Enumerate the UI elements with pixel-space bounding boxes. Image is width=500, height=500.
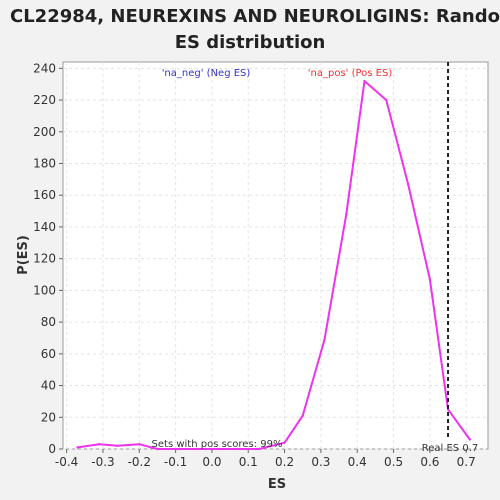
x-tick-label: 0.6 — [420, 455, 439, 469]
data-point — [98, 443, 101, 446]
data-point — [385, 98, 388, 102]
y-tick-label: 40 — [41, 379, 56, 393]
y-tick-label: 200 — [33, 125, 56, 139]
data-point — [156, 447, 159, 451]
x-tick-label: 0.2 — [275, 455, 294, 469]
y-tick-label: 140 — [33, 220, 56, 234]
data-point — [196, 447, 199, 451]
chart-title-line-2: ES distribution — [174, 32, 326, 53]
y-tick-label: 120 — [33, 252, 56, 266]
data-point — [236, 447, 239, 451]
y-tick-label: 60 — [41, 347, 56, 361]
x-tick-label: -0.2 — [128, 455, 151, 469]
x-axis-label: ES — [268, 477, 286, 492]
plot-area — [62, 61, 489, 450]
data-point — [363, 79, 366, 83]
data-point — [301, 414, 304, 417]
x-tick-label: 0.0 — [202, 455, 221, 469]
data-point — [323, 338, 326, 341]
x-tick-label: 0.4 — [348, 455, 367, 469]
grid-lines — [63, 62, 488, 450]
x-tick-label: -0.4 — [55, 455, 78, 469]
x-tick-label: 0.5 — [384, 455, 403, 469]
sets-pos-scores-annotation: Sets with pos scores: 99% — [152, 439, 283, 450]
x-tick-label: 0.7 — [457, 455, 476, 469]
data-point — [178, 447, 181, 451]
y-tick-label: 180 — [33, 157, 56, 171]
pos-es-annotation: 'na_pos' (Pos ES) — [308, 68, 393, 79]
chart-title-line-1: CL22984, NEUREXINS AND NEUROLIGINS: Rand… — [10, 6, 500, 27]
x-tick-label: 0.1 — [239, 455, 258, 469]
y-axis-label: P(ES) — [16, 235, 31, 275]
data-point — [283, 441, 286, 444]
x-tick-label: -0.3 — [91, 455, 114, 469]
data-point — [116, 444, 119, 448]
y-axis-ticks: 0 20 40 60 80 100 120 140 160 180 200 220 240 — [33, 61, 63, 456]
x-tick-label: -0.1 — [164, 455, 187, 469]
data-point — [345, 213, 348, 216]
data-point — [76, 446, 79, 449]
series-line — [77, 80, 471, 450]
data-point — [406, 182, 410, 186]
y-tick-label: 0 — [48, 442, 56, 456]
data-point — [138, 443, 141, 446]
data-point — [217, 447, 221, 451]
y-tick-label: 100 — [33, 283, 56, 297]
neg-es-annotation: 'na_neg' (Neg ES) — [162, 68, 251, 79]
y-tick-label: 20 — [41, 410, 56, 424]
data-point — [257, 447, 261, 451]
y-tick-label: 240 — [33, 61, 56, 75]
y-tick-label: 80 — [41, 315, 56, 329]
x-axis-ticks: -0.4 -0.3 -0.2 -0.1 0.0 0.1 0.2 0.3 0.4 0.5 0.6 0.7 — [55, 449, 476, 469]
real-es-annotation: Real ES 0.7 — [422, 443, 478, 454]
x-tick-label: 0.3 — [311, 455, 330, 469]
data-point — [428, 278, 432, 281]
y-tick-label: 220 — [33, 93, 56, 107]
data-point — [468, 438, 472, 441]
chart-title: CL22984, NEUREXINS AND NEUROLIGINS: Rand… — [0, 4, 500, 56]
y-tick-label: 160 — [33, 188, 56, 202]
